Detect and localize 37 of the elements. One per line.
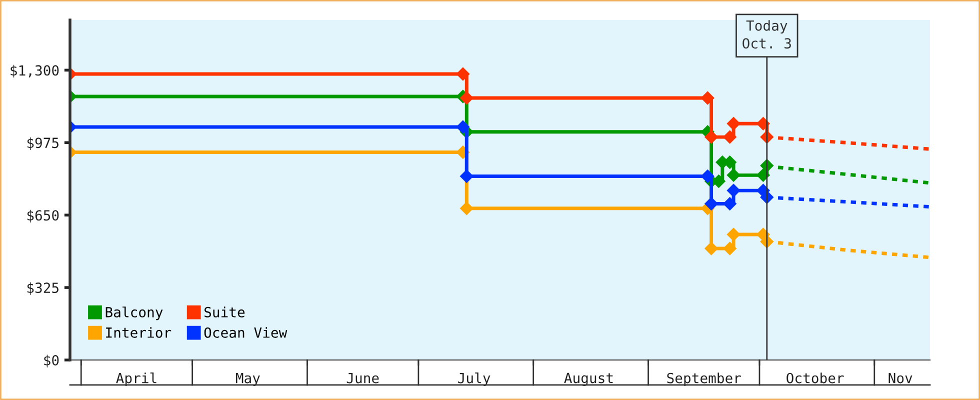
point <box>704 197 718 210</box>
x-tick-label: September <box>667 372 741 386</box>
x-tick-label: July <box>458 372 490 386</box>
legend-label: Suite <box>204 306 245 318</box>
x-tick-label: April <box>116 372 156 386</box>
point <box>460 170 474 183</box>
point <box>756 168 770 182</box>
point <box>704 130 718 144</box>
point <box>756 117 770 130</box>
x-tick-label: May <box>236 373 260 386</box>
y-tick-label: $650 <box>27 210 59 222</box>
point <box>726 228 740 242</box>
point <box>723 242 736 256</box>
x-tick-label: August <box>564 372 613 386</box>
x-tick-label: October <box>786 372 844 384</box>
y-tick-label: $975 <box>27 137 58 150</box>
ref-line-label: Today Oct. 3 <box>742 20 791 49</box>
legend-label: Ocean View <box>204 327 288 338</box>
point <box>704 242 718 256</box>
point <box>726 184 740 198</box>
y-tick-label: $1,300 <box>10 64 59 78</box>
legend-label: Interior <box>106 327 172 338</box>
point <box>726 117 740 130</box>
point <box>460 202 474 215</box>
point <box>701 170 714 183</box>
point <box>460 91 474 105</box>
y-tick-label: $0 <box>44 354 59 368</box>
legend-label: Balcony <box>106 306 163 320</box>
point <box>723 197 736 210</box>
point <box>723 130 736 144</box>
point <box>456 67 470 81</box>
x-tick-label: Nov <box>888 373 912 384</box>
point <box>456 120 470 134</box>
point <box>701 91 714 105</box>
x-tick-label: June <box>346 373 379 384</box>
point <box>726 168 740 182</box>
y-tick-label: $325 <box>27 282 58 295</box>
